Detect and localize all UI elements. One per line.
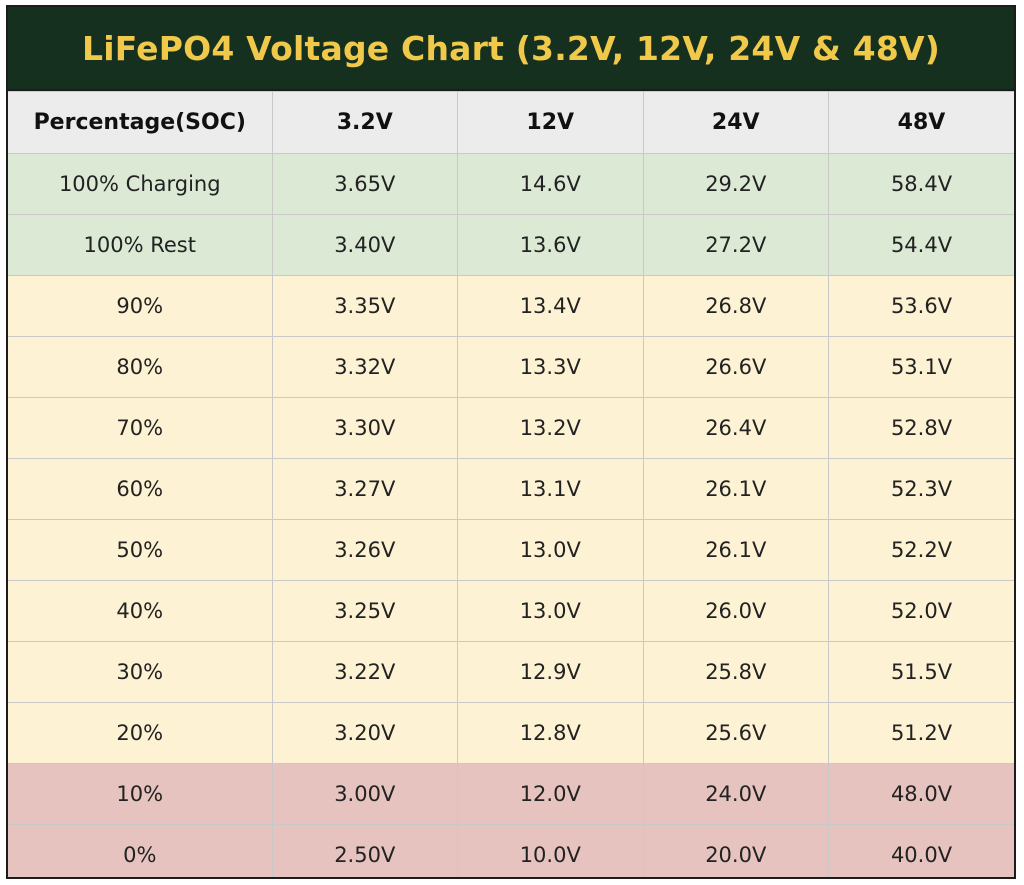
voltage-cell: 10.0V — [457, 824, 644, 877]
soc-cell: 70% — [8, 397, 273, 459]
voltage-cell: 3.27V — [271, 458, 458, 520]
table-row: 0% 2.50V 10.0V 20.0V 40.0V — [8, 824, 1014, 877]
voltage-cell: 26.0V — [642, 580, 829, 642]
header-3v2: 3.2V — [271, 91, 458, 154]
header-soc: Percentage(SOC) — [8, 91, 273, 154]
voltage-cell: 3.20V — [271, 702, 458, 764]
voltage-cell: 29.2V — [642, 153, 829, 215]
header-24v: 24V — [642, 91, 829, 154]
table-header-row: Percentage(SOC) 3.2V 12V 24V 48V — [8, 91, 1014, 154]
voltage-cell: 3.22V — [271, 641, 458, 703]
table-row: 100% Charging 3.65V 14.6V 29.2V 58.4V — [8, 153, 1014, 215]
voltage-cell: 53.6V — [828, 275, 1014, 337]
voltage-cell: 3.30V — [271, 397, 458, 459]
voltage-cell: 3.00V — [271, 763, 458, 825]
table-body: 100% Charging 3.65V 14.6V 29.2V 58.4V 100% Re… — [8, 153, 1014, 877]
table-row: 30% 3.22V 12.9V 25.8V 51.5V — [8, 641, 1014, 703]
table-row: 80% 3.32V 13.3V 26.6V 53.1V — [8, 336, 1014, 398]
chart-title: LiFePO4 Voltage Chart (3.2V, 12V, 24V & … — [81, 28, 941, 68]
header-12v: 12V — [457, 91, 644, 154]
voltage-cell: 13.6V — [457, 214, 644, 276]
soc-cell: 50% — [8, 519, 273, 581]
table-row: 50% 3.26V 13.0V 26.1V 52.2V — [8, 519, 1014, 581]
soc-cell: 30% — [8, 641, 273, 703]
soc-cell: 20% — [8, 702, 273, 764]
soc-cell: 100% Charging — [8, 153, 273, 215]
voltage-cell: 51.2V — [828, 702, 1014, 764]
voltage-cell: 25.8V — [642, 641, 829, 703]
voltage-cell: 13.0V — [457, 519, 644, 581]
table-row: 40% 3.25V 13.0V 26.0V 52.0V — [8, 580, 1014, 642]
table-row: 70% 3.30V 13.2V 26.4V 52.8V — [8, 397, 1014, 459]
voltage-cell: 3.65V — [271, 153, 458, 215]
voltage-cell: 52.2V — [828, 519, 1014, 581]
voltage-cell: 2.50V — [271, 824, 458, 877]
header-48v: 48V — [828, 91, 1014, 154]
voltage-cell: 26.4V — [642, 397, 829, 459]
voltage-cell: 3.26V — [271, 519, 458, 581]
soc-cell: 100% Rest — [8, 214, 273, 276]
voltage-cell: 26.8V — [642, 275, 829, 337]
soc-cell: 90% — [8, 275, 273, 337]
table-row: 60% 3.27V 13.1V 26.1V 52.3V — [8, 458, 1014, 520]
voltage-chart-card: LiFePO4 Voltage Chart (3.2V, 12V, 24V & … — [6, 5, 1016, 879]
voltage-cell: 13.2V — [457, 397, 644, 459]
voltage-cell: 58.4V — [828, 153, 1014, 215]
voltage-cell: 3.40V — [271, 214, 458, 276]
voltage-cell: 52.8V — [828, 397, 1014, 459]
table-row: 90% 3.35V 13.4V 26.8V 53.6V — [8, 275, 1014, 337]
soc-cell: 10% — [8, 763, 273, 825]
voltage-table: Percentage(SOC) 3.2V 12V 24V 48V 100% Ch… — [8, 91, 1014, 877]
voltage-cell: 40.0V — [828, 824, 1014, 877]
soc-cell: 0% — [8, 824, 273, 877]
voltage-cell: 3.25V — [271, 580, 458, 642]
voltage-cell: 52.3V — [828, 458, 1014, 520]
voltage-cell: 3.32V — [271, 336, 458, 398]
voltage-cell: 13.1V — [457, 458, 644, 520]
voltage-cell: 26.6V — [642, 336, 829, 398]
table-row: 20% 3.20V 12.8V 25.6V 51.2V — [8, 702, 1014, 764]
soc-cell: 80% — [8, 336, 273, 398]
voltage-cell: 52.0V — [828, 580, 1014, 642]
voltage-cell: 12.0V — [457, 763, 644, 825]
voltage-cell: 20.0V — [642, 824, 829, 877]
voltage-cell: 13.4V — [457, 275, 644, 337]
voltage-cell: 27.2V — [642, 214, 829, 276]
voltage-cell: 12.9V — [457, 641, 644, 703]
voltage-cell: 13.0V — [457, 580, 644, 642]
table-row: 100% Rest 3.40V 13.6V 27.2V 54.4V — [8, 214, 1014, 276]
soc-cell: 60% — [8, 458, 273, 520]
voltage-cell: 54.4V — [828, 214, 1014, 276]
voltage-cell: 13.3V — [457, 336, 644, 398]
voltage-cell: 25.6V — [642, 702, 829, 764]
voltage-cell: 12.8V — [457, 702, 644, 764]
voltage-cell: 24.0V — [642, 763, 829, 825]
soc-cell: 40% — [8, 580, 273, 642]
voltage-cell: 14.6V — [457, 153, 644, 215]
voltage-cell: 26.1V — [642, 519, 829, 581]
title-bar: LiFePO4 Voltage Chart (3.2V, 12V, 24V & … — [8, 7, 1014, 91]
voltage-cell: 51.5V — [828, 641, 1014, 703]
voltage-cell: 48.0V — [828, 763, 1014, 825]
voltage-cell: 3.35V — [271, 275, 458, 337]
table-row: 10% 3.00V 12.0V 24.0V 48.0V — [8, 763, 1014, 825]
voltage-cell: 26.1V — [642, 458, 829, 520]
voltage-cell: 53.1V — [828, 336, 1014, 398]
